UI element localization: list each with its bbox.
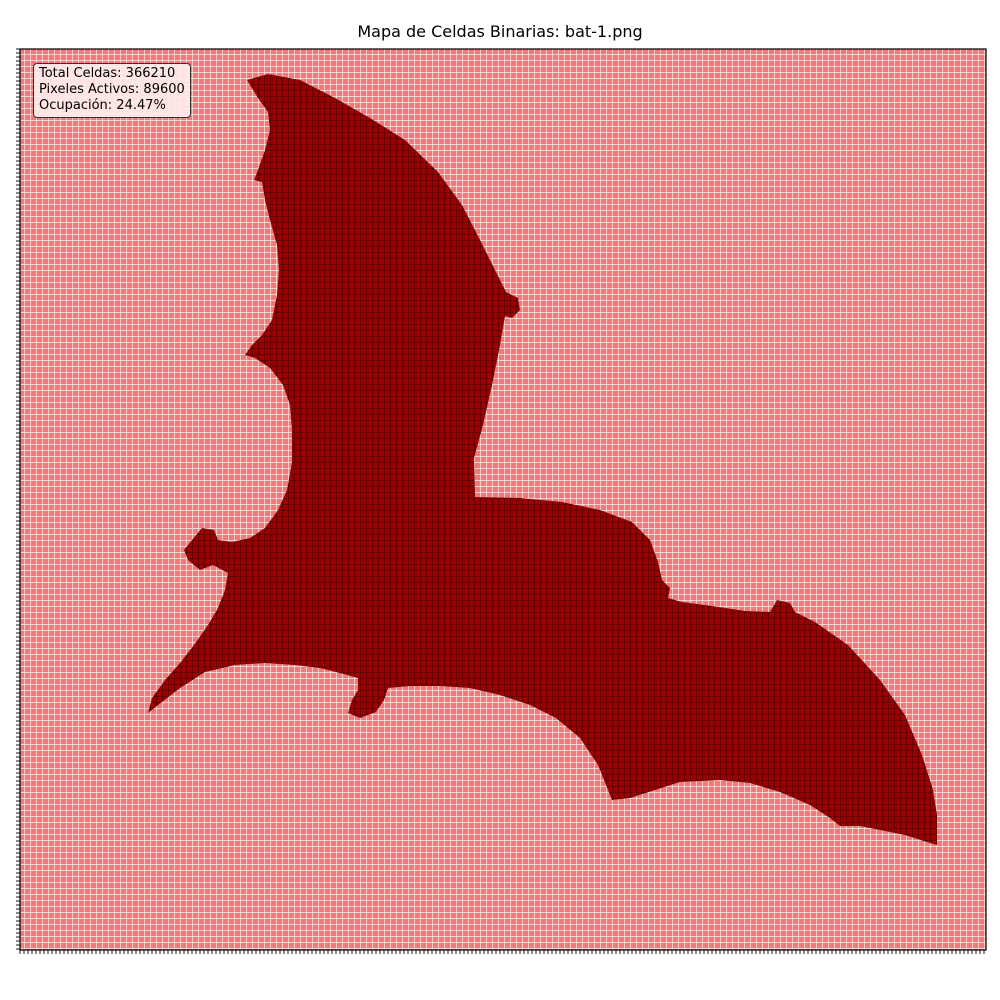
stat-total-cells: Total Celdas: 366210 — [39, 66, 176, 81]
x-axis-ticks — [19, 950, 985, 954]
y-axis-ticks — [16, 48, 20, 950]
stats-annotation: Total Celdas: 366210 Pixeles Activos: 89… — [33, 63, 191, 118]
plot-frame — [19, 48, 987, 951]
chart-title: Mapa de Celdas Binarias: bat-1.png — [357, 22, 643, 41]
stat-active-pixels: Pixeles Activos: 89600 — [39, 82, 185, 97]
stat-occupancy: Ocupación: 24.47% — [39, 98, 166, 113]
active-cells-region — [148, 74, 937, 845]
